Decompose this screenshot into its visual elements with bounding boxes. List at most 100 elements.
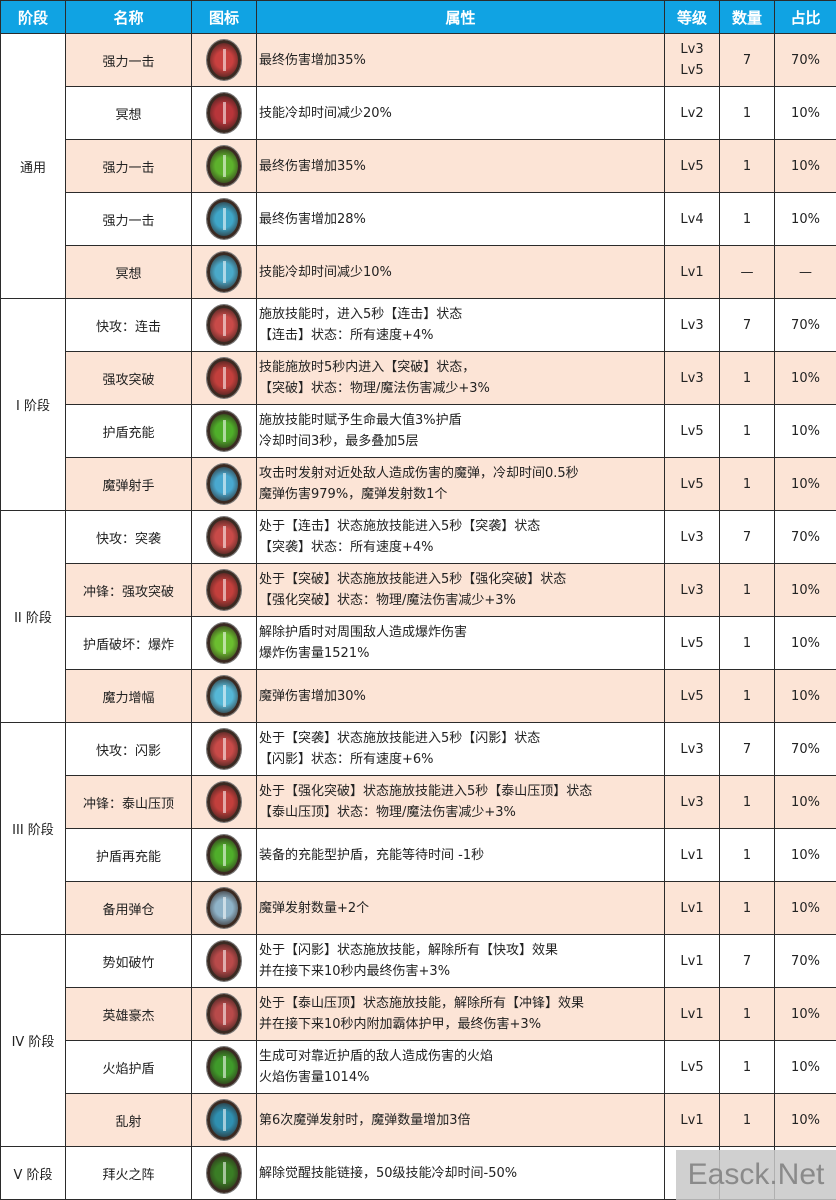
- skill-attribute: 施放技能时，进入5秒【连击】状态 【连击】状态：所有速度+4%: [256, 298, 665, 352]
- skill-name: 强攻突破: [65, 351, 192, 405]
- skill-level: Lv1: [664, 881, 720, 935]
- table-row: 魔弹射手 攻击时发射对近处敌人造成伤害的魔弹，冷却时间0.5秒 魔弹伤害979%，…: [1, 457, 836, 511]
- skill-level: Lv5: [664, 616, 720, 670]
- burst-red-icon: [207, 570, 241, 610]
- skill-ratio: 10%: [774, 987, 836, 1041]
- skill-count: 1: [719, 86, 775, 140]
- skill-level: Lv5: [664, 669, 720, 723]
- skill-count: —: [719, 245, 775, 299]
- shadow-red-icon: [207, 729, 241, 769]
- skill-name: 快攻：突袭: [65, 510, 192, 564]
- meditate-red-icon: [207, 93, 241, 133]
- skill-attribute: 攻击时发射对近处敌人造成伤害的魔弹，冷却时间0.5秒 魔弹伤害979%，魔弹发射…: [256, 457, 665, 511]
- skill-count: 1: [719, 192, 775, 246]
- stage-label: 通用: [0, 33, 66, 299]
- header-level: 等级: [664, 0, 720, 34]
- icon-cell: [191, 1040, 257, 1094]
- stage-label: II 阶段: [0, 510, 66, 723]
- skill-attribute: 技能冷却时间减少20%: [256, 86, 665, 140]
- skill-attribute: 处于【连击】状态施放技能进入5秒【突袭】状态 【突袭】状态：所有速度+4%: [256, 510, 665, 564]
- icon-cell: [191, 298, 257, 352]
- table-row: 魔力增幅 魔弹伤害增加30% Lv5 1 10%: [1, 669, 836, 723]
- icon-cell: [191, 86, 257, 140]
- table-row: II 阶段 快攻：突袭 处于【连击】状态施放技能进入5秒【突袭】状态 【突袭】状态：…: [0, 510, 836, 723]
- header-ratio: 占比: [774, 0, 836, 34]
- skill-attribute: 最终伤害增加35%: [256, 33, 665, 87]
- skill-attribute: 最终伤害增加28%: [256, 192, 665, 246]
- skill-attribute: 处于【泰山压顶】状态施放技能，解除所有【冲锋】效果 并在接下来10秒内附加霸体护…: [256, 987, 665, 1041]
- skill-level: Lv5: [664, 404, 720, 458]
- skill-attribute: 装备的充能型护盾，充能等待时间 -1秒: [256, 828, 665, 882]
- icon-cell: [191, 563, 257, 617]
- skill-name: 势如破竹: [65, 934, 192, 988]
- skill-count: 1: [719, 139, 775, 193]
- skill-name: 强力一击: [65, 33, 192, 87]
- skill-name: 冲锋：泰山压顶: [65, 775, 192, 829]
- skill-count: 1: [719, 1040, 775, 1094]
- skill-attribute: 施放技能时赋予生命最大值3%护盾 冷却时间3秒，最多叠加5层: [256, 404, 665, 458]
- magazine-icon: [207, 888, 241, 928]
- skill-level: Lv5: [664, 1040, 720, 1094]
- sword-blue-icon: [207, 199, 241, 239]
- icon-cell: [191, 510, 257, 564]
- meditate-blue-icon: [207, 252, 241, 292]
- skill-count: 1: [719, 987, 775, 1041]
- icon-cell: [191, 457, 257, 511]
- header-stage: 阶段: [0, 0, 66, 34]
- skill-ratio: 10%: [774, 457, 836, 511]
- watermark: Easck.Net: [676, 1150, 836, 1200]
- skill-count: 1: [719, 775, 775, 829]
- skill-level: Lv3 Lv5: [664, 33, 720, 87]
- skill-name: 冥想: [65, 245, 192, 299]
- stage-label: V 阶段: [0, 1146, 66, 1200]
- skill-level: Lv1: [664, 987, 720, 1041]
- skill-ratio: 70%: [774, 298, 836, 352]
- skill-attribute: 技能冷却时间减少10%: [256, 245, 665, 299]
- stage-label: IV 阶段: [0, 934, 66, 1147]
- skill-name: 强力一击: [65, 192, 192, 246]
- skill-level: Lv3: [664, 510, 720, 564]
- skill-ratio: 10%: [774, 563, 836, 617]
- flame-green-icon: [207, 1047, 241, 1087]
- skill-name: 护盾充能: [65, 404, 192, 458]
- table-row: 备用弹仓 魔弹发射数量+2个 Lv1 1 10%: [1, 881, 836, 935]
- table-row: 冥想 技能冷却时间减少20% Lv2 1 10%: [1, 86, 836, 140]
- skill-level: Lv5: [664, 139, 720, 193]
- sword-red-icon: [207, 40, 241, 80]
- skill-count: 1: [719, 828, 775, 882]
- skill-count: 7: [719, 510, 775, 564]
- skill-count: 1: [719, 881, 775, 935]
- header-row: 阶段 名称 图标 属性 等级 数量 占比: [0, 0, 836, 34]
- icon-cell: [191, 616, 257, 670]
- skill-ratio: —: [774, 245, 836, 299]
- skill-level: Lv1: [664, 245, 720, 299]
- lightning-green-icon: [207, 835, 241, 875]
- skill-attribute: 解除觉醒技能链接，50级技能冷却时间-50%: [256, 1146, 665, 1200]
- shield-green-icon: [207, 411, 241, 451]
- skill-name: 拜火之阵: [65, 1146, 192, 1200]
- flurry-red-icon: [207, 941, 241, 981]
- skill-ratio: 70%: [774, 510, 836, 564]
- stage-label: I 阶段: [0, 298, 66, 511]
- skill-count: 7: [719, 33, 775, 87]
- skill-level: Lv1: [664, 934, 720, 988]
- skill-attribute: 处于【突袭】状态施放技能进入5秒【闪影】状态 【闪影】状态：所有速度+6%: [256, 722, 665, 776]
- table-row: 火焰护盾 生成可对靠近护盾的敌人造成伤害的火焰 火焰伤害量1014% Lv5 1 10%: [1, 1040, 836, 1094]
- skill-name: 冲锋：强攻突破: [65, 563, 192, 617]
- table-row: IV 阶段 势如破竹 处于【闪影】状态施放技能，解除所有【快攻】效果 并在接下来10…: [0, 934, 836, 1147]
- skill-ratio: 10%: [774, 828, 836, 882]
- table-row: 强力一击 最终伤害增加28% Lv4 1 10%: [1, 192, 836, 246]
- icon-cell: [191, 987, 257, 1041]
- stage-label: III 阶段: [0, 722, 66, 935]
- table-row: 冥想 技能冷却时间减少10% Lv1— —: [1, 245, 836, 299]
- skill-count: 1: [719, 616, 775, 670]
- skill-attribute: 魔弹伤害增加30%: [256, 669, 665, 723]
- skill-attribute: 处于【突破】状态施放技能进入5秒【强化突破】状态 【强化突破】状态：物理/魔法伤…: [256, 563, 665, 617]
- crush-red-icon: [207, 782, 241, 822]
- skill-level: Lv1: [664, 828, 720, 882]
- bullet-blue-icon: [207, 464, 241, 504]
- icon-cell: [191, 351, 257, 405]
- explosion-green-icon: [207, 623, 241, 663]
- skill-ratio: 10%: [774, 1093, 836, 1147]
